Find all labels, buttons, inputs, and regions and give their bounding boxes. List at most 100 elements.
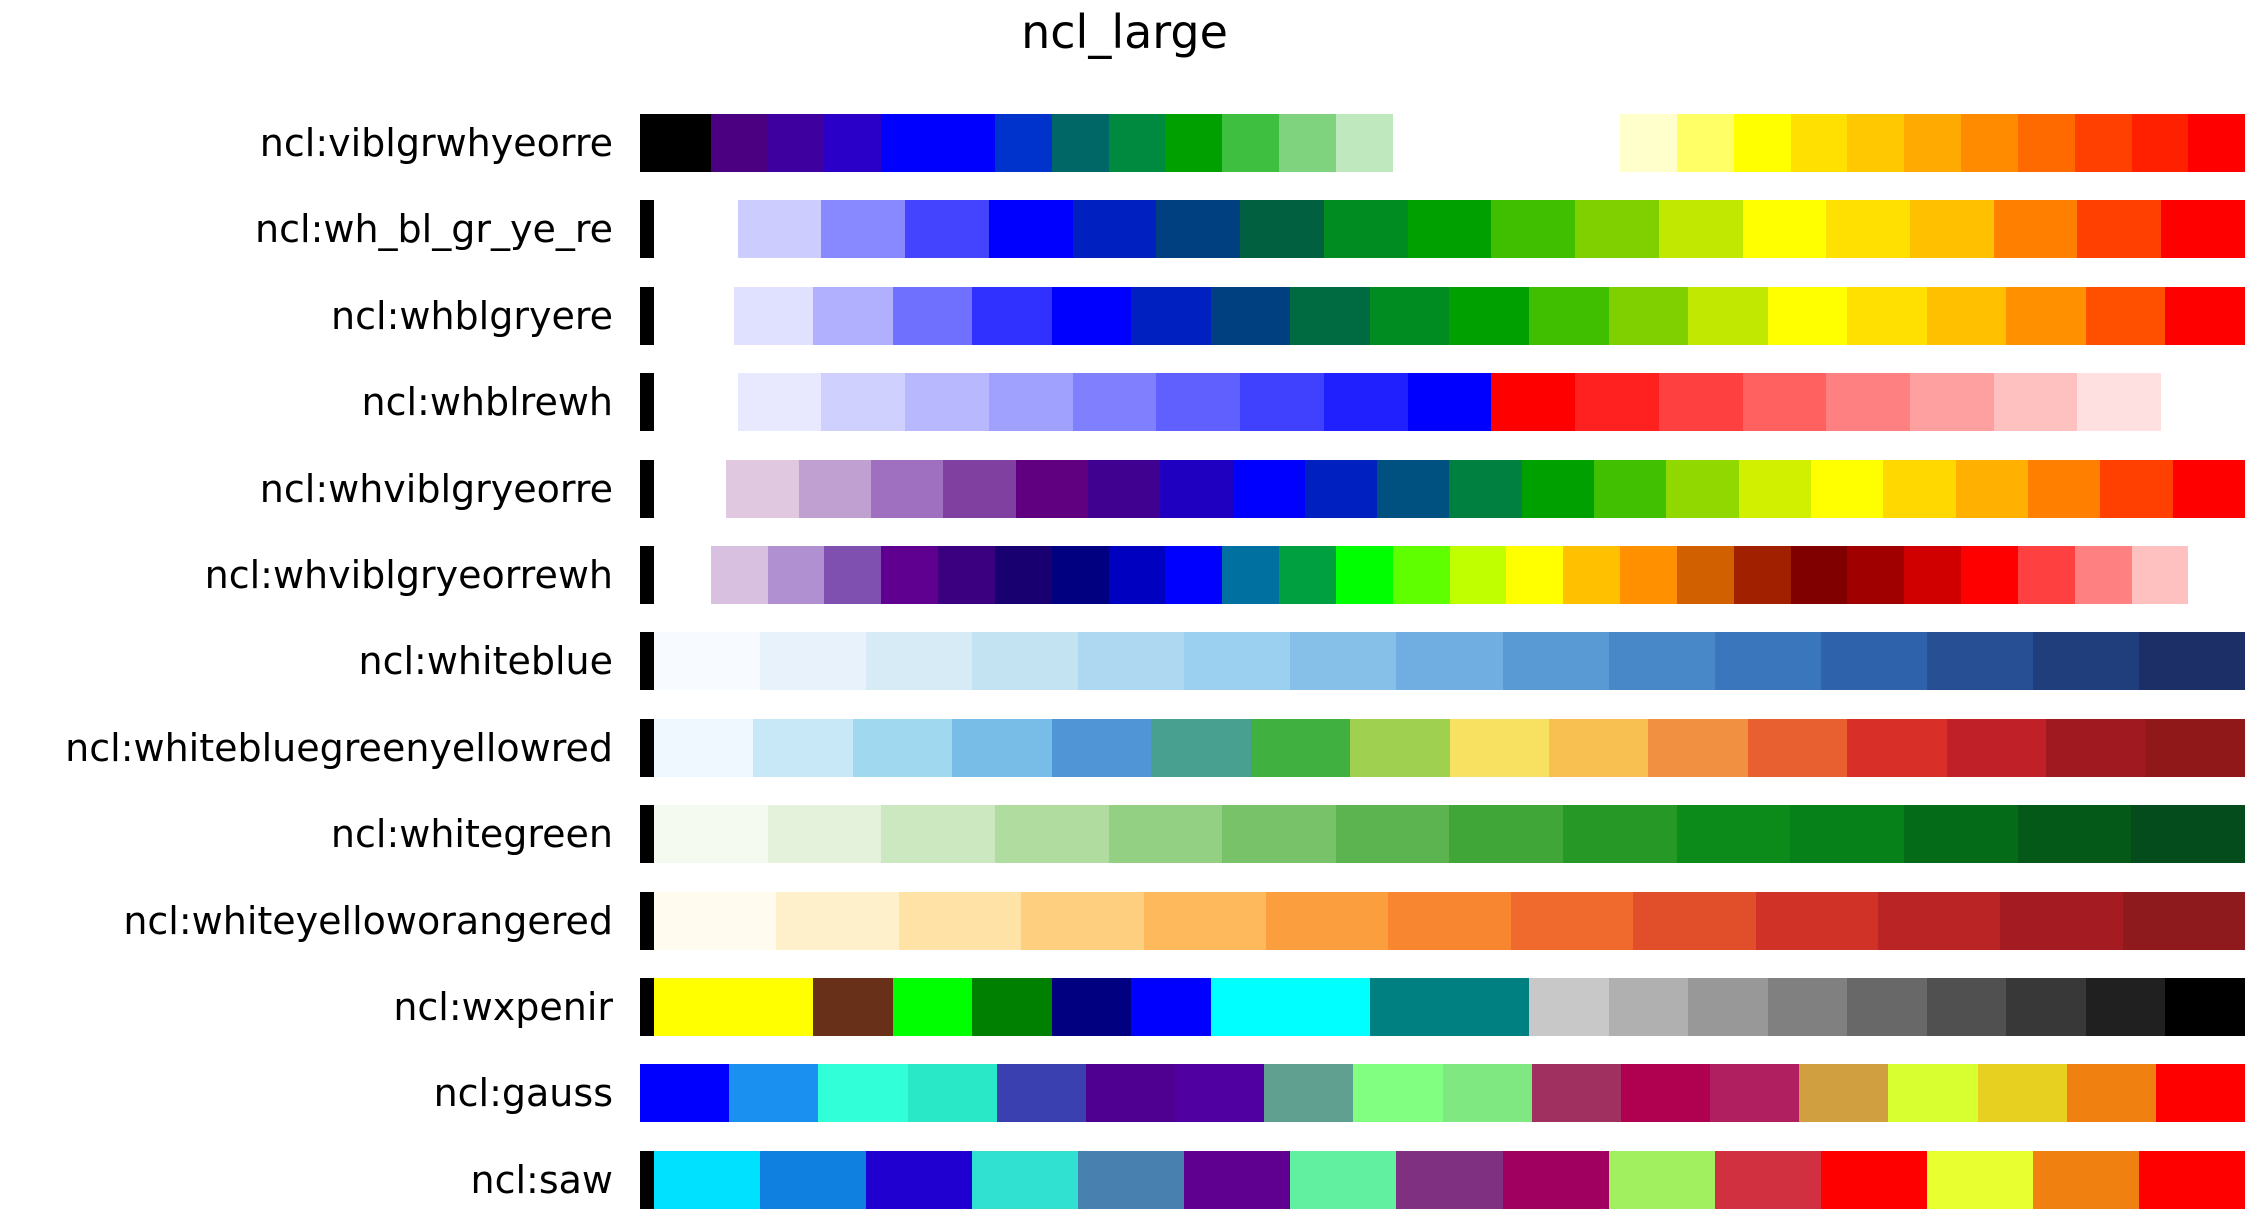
colormap-row: ncl:whiteyelloworangered bbox=[0, 892, 2249, 950]
color-swatch bbox=[1232, 460, 1305, 518]
color-swatch bbox=[907, 1064, 997, 1122]
color-swatch bbox=[2006, 978, 2086, 1036]
color-swatch bbox=[798, 460, 871, 518]
colormap-label: ncl:whitebluegreenyellowred bbox=[65, 726, 613, 770]
color-swatch bbox=[1977, 1064, 2067, 1122]
color-swatch bbox=[892, 287, 973, 345]
color-swatch bbox=[1594, 460, 1667, 518]
color-swatch bbox=[1131, 978, 1211, 1036]
color-swatch bbox=[654, 460, 727, 518]
color-swatch bbox=[1392, 546, 1450, 604]
color-swatch bbox=[818, 1064, 908, 1122]
color-swatch bbox=[1608, 978, 1689, 1036]
color-swatch bbox=[1323, 200, 1408, 258]
color-swatch bbox=[1449, 546, 1507, 604]
color-swatch bbox=[1676, 546, 1734, 604]
color-swatch bbox=[1396, 1151, 1503, 1209]
color-swatch bbox=[1620, 1064, 1711, 1122]
color-swatch bbox=[1608, 287, 1689, 345]
color-swatch bbox=[2122, 892, 2245, 950]
colormap-bar bbox=[640, 546, 2245, 604]
color-swatch bbox=[972, 632, 1079, 690]
color-swatch bbox=[767, 546, 825, 604]
color-swatch bbox=[905, 200, 989, 258]
color-swatch bbox=[1648, 719, 1748, 777]
color-swatch bbox=[1904, 546, 1962, 604]
color-swatch bbox=[881, 805, 995, 863]
color-swatch bbox=[2077, 200, 2162, 258]
color-swatch bbox=[640, 287, 654, 345]
color-swatch bbox=[654, 373, 738, 431]
colormap-label: ncl:viblgrwhyeorre bbox=[259, 121, 613, 165]
color-swatch bbox=[2032, 632, 2139, 690]
color-swatch bbox=[1290, 978, 1370, 1036]
color-swatch bbox=[1926, 632, 2033, 690]
color-swatch bbox=[710, 546, 768, 604]
color-swatch bbox=[2046, 719, 2146, 777]
color-swatch bbox=[1449, 287, 1530, 345]
colormap-row: ncl:whitebluegreenyellowred bbox=[0, 719, 2249, 777]
color-swatch bbox=[776, 892, 899, 950]
color-swatch bbox=[2188, 114, 2245, 172]
color-swatch bbox=[813, 978, 893, 1036]
color-swatch bbox=[737, 200, 822, 258]
color-swatch bbox=[710, 114, 768, 172]
color-swatch bbox=[2074, 546, 2132, 604]
color-swatch bbox=[654, 892, 777, 950]
color-swatch bbox=[1222, 546, 1280, 604]
colormap-row: ncl:gauss bbox=[0, 1064, 2249, 1122]
color-swatch bbox=[1563, 805, 1677, 863]
color-swatch bbox=[1156, 373, 1241, 431]
colormap-bar bbox=[640, 287, 2245, 345]
color-swatch bbox=[640, 632, 654, 690]
color-swatch bbox=[654, 1151, 761, 1209]
color-swatch bbox=[1151, 719, 1251, 777]
colormap-row: ncl:wxpenir bbox=[0, 978, 2249, 1036]
color-swatch bbox=[1290, 1151, 1397, 1209]
color-swatch bbox=[1143, 892, 1266, 950]
color-swatch bbox=[1165, 114, 1223, 172]
color-swatch bbox=[1738, 460, 1811, 518]
color-swatch bbox=[1072, 200, 1157, 258]
color-swatch bbox=[640, 892, 654, 950]
color-swatch bbox=[640, 546, 654, 604]
colormap-label: ncl:whiteblue bbox=[358, 639, 613, 683]
color-swatch bbox=[753, 719, 853, 777]
color-swatch bbox=[1676, 114, 1734, 172]
color-swatch bbox=[988, 373, 1073, 431]
colormap-label: ncl:saw bbox=[470, 1158, 614, 1202]
color-swatch bbox=[1799, 1064, 1889, 1122]
color-swatch bbox=[1210, 978, 1291, 1036]
color-swatch bbox=[1755, 892, 1878, 950]
color-swatch bbox=[1633, 892, 1756, 950]
color-swatch bbox=[866, 1151, 973, 1209]
color-swatch bbox=[1051, 719, 1152, 777]
color-swatch bbox=[1790, 114, 1848, 172]
color-swatch bbox=[1108, 546, 1166, 604]
color-swatch bbox=[1676, 805, 1791, 863]
color-swatch bbox=[1529, 287, 1609, 345]
colormap-bar bbox=[640, 460, 2245, 518]
color-swatch bbox=[2138, 1151, 2245, 1209]
color-swatch bbox=[1078, 1151, 1185, 1209]
color-swatch bbox=[1265, 892, 1389, 950]
colormap-label: ncl:whblrewh bbox=[361, 380, 613, 424]
color-swatch bbox=[2066, 1064, 2156, 1122]
colormap-bar bbox=[640, 632, 2245, 690]
color-swatch bbox=[1392, 114, 1450, 172]
color-swatch bbox=[2145, 719, 2245, 777]
color-swatch bbox=[881, 114, 939, 172]
color-swatch bbox=[1015, 460, 1088, 518]
color-swatch bbox=[1608, 1151, 1715, 1209]
color-swatch bbox=[1264, 1064, 1354, 1122]
color-swatch bbox=[640, 1151, 654, 1209]
colormap-row: ncl:viblgrwhyeorre bbox=[0, 114, 2249, 172]
color-swatch bbox=[1961, 546, 2018, 604]
color-swatch bbox=[1442, 1064, 1532, 1122]
colormap-bar bbox=[640, 1064, 2245, 1122]
color-swatch bbox=[2161, 373, 2245, 431]
color-swatch bbox=[2131, 805, 2245, 863]
color-swatch bbox=[1335, 114, 1393, 172]
color-swatch bbox=[1323, 373, 1408, 431]
color-swatch bbox=[654, 978, 734, 1036]
